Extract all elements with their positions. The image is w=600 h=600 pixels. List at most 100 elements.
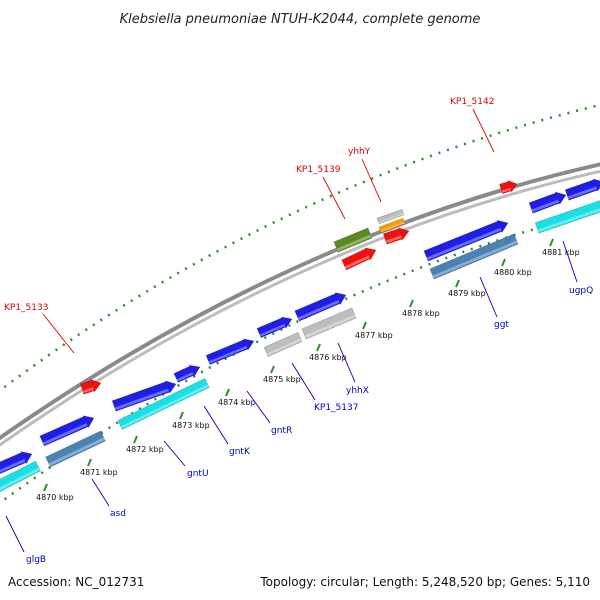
- topology-text: Topology: circular; Length: 5,248,520 bp…: [259, 575, 590, 589]
- tick-mark: [225, 388, 230, 397]
- tick-label: 4874 kbp: [218, 398, 256, 407]
- gene-arrow[interactable]: [564, 178, 600, 201]
- gene-arrow[interactable]: [534, 200, 600, 234]
- tick-label: 4879 kbp: [448, 289, 486, 298]
- gene-highlight: [304, 314, 356, 339]
- gene-arrow[interactable]: [378, 217, 406, 234]
- gene-arrow[interactable]: [263, 332, 303, 357]
- tick-mark: [43, 483, 48, 492]
- gene-arrow[interactable]: [256, 316, 293, 338]
- gene-highlight: [432, 240, 518, 279]
- gene-label[interactable]: KP1_5142: [450, 97, 494, 107]
- gene-arrow[interactable]: [376, 208, 405, 225]
- gene-arrow[interactable]: [111, 380, 177, 412]
- gene-arrow[interactable]: [382, 227, 410, 245]
- tick-mark: [549, 238, 554, 247]
- gene-highlight: [42, 423, 88, 446]
- tick-mark: [133, 435, 138, 444]
- label-leader-line: [361, 158, 382, 203]
- gene-highlight: [567, 186, 597, 200]
- gene-arrow[interactable]: [45, 430, 106, 468]
- gene-arrow[interactable]: [333, 227, 373, 253]
- gene-arrow[interactable]: [423, 219, 509, 262]
- gene-highlight: [385, 235, 402, 244]
- gene-label[interactable]: gntU: [187, 469, 209, 479]
- gene-label[interactable]: KP1_5133: [4, 303, 48, 313]
- gene-labels: KP1_5133 KP1_5139 yhhY KP1_5142 glgB asd gntU g…: [4, 97, 593, 565]
- tick-mark: [455, 279, 460, 288]
- tick-mark: [362, 321, 367, 330]
- gene-highlight: [344, 255, 370, 269]
- gene-arrow[interactable]: [429, 233, 519, 280]
- label-leader-line: [337, 342, 356, 383]
- tick-label: 4880 kbp: [494, 268, 532, 277]
- gene-label[interactable]: KP1_5137: [314, 403, 358, 413]
- gene-arrow[interactable]: [294, 292, 347, 322]
- tick-label: 4881 kbp: [542, 248, 580, 257]
- tick-mark: [409, 299, 414, 308]
- tick-label: 4871 kbp: [80, 468, 118, 477]
- gene-highlight: [0, 467, 41, 491]
- tick-label: 4876 kbp: [309, 353, 347, 362]
- label-leader-line: [562, 240, 578, 283]
- tick-label: 4878 kbp: [402, 309, 440, 318]
- kbp-ticks: 4870 kbp 4871 kbp 4872 kbp 4873 kbp 4874 kbp…: [36, 238, 580, 502]
- gene-highlight: [259, 323, 286, 337]
- gene-arrow[interactable]: [0, 460, 41, 493]
- label-leader-line: [91, 478, 110, 507]
- gene-arrow[interactable]: [39, 415, 95, 447]
- gene-label[interactable]: KP1_5139: [296, 165, 341, 175]
- tick-mark: [316, 343, 321, 352]
- gene-highlight: [501, 187, 511, 193]
- label-leader-line: [472, 108, 495, 153]
- gene-highlight: [114, 388, 169, 411]
- gene-highlight: [297, 300, 340, 321]
- gene-arrow[interactable]: [341, 247, 377, 271]
- tick-mark: [87, 458, 92, 467]
- label-leader-line: [5, 515, 25, 553]
- gene-highlight: [336, 234, 372, 252]
- gene-highlight: [48, 437, 105, 466]
- gene-label[interactable]: asd: [110, 509, 126, 519]
- gene-highlight: [378, 212, 404, 224]
- gene-highlight: [208, 345, 248, 364]
- tick-label: 4875 kbp: [263, 375, 301, 384]
- gene-arrow[interactable]: [528, 191, 567, 214]
- gene-label[interactable]: ggt: [494, 320, 509, 330]
- gene-label[interactable]: gntK: [229, 447, 251, 457]
- tick-label: 4872 kbp: [126, 445, 164, 454]
- gene-highlight: [531, 199, 560, 213]
- gene-arrow[interactable]: [301, 307, 357, 340]
- map-title: Klebsiella pneumoniae NTUH-K2044, comple…: [120, 12, 481, 27]
- gene-arrow[interactable]: [0, 451, 33, 475]
- gene-arrow[interactable]: [499, 179, 518, 195]
- gene-arrow[interactable]: [205, 338, 255, 365]
- gene-highlight: [537, 208, 600, 233]
- gene-features: [0, 178, 600, 493]
- accession-text: Accession: NC_012731: [8, 575, 144, 589]
- tick-mark: [501, 258, 506, 267]
- outer-dotted-track: [0, 103, 600, 393]
- gene-arrow[interactable]: [79, 379, 102, 395]
- gene-highlight: [82, 387, 94, 394]
- gene-arrow[interactable]: [173, 364, 201, 383]
- gene-label[interactable]: gntR: [271, 426, 292, 436]
- gene-label[interactable]: yhhX: [346, 386, 369, 396]
- gene-highlight: [176, 372, 194, 382]
- tick-mark: [179, 411, 184, 420]
- gene-highlight: [266, 338, 302, 356]
- label-leader-line: [479, 276, 498, 318]
- backbone-inner: [0, 169, 600, 447]
- genome-backbone: [0, 162, 600, 447]
- label-leader-line: [246, 390, 271, 424]
- gene-label[interactable]: yhhY: [348, 147, 371, 157]
- tick-mark: [270, 365, 275, 374]
- tick-label: 4873 kbp: [172, 421, 210, 430]
- gene-label[interactable]: ugpQ: [569, 286, 593, 296]
- backbone-outer: [0, 162, 600, 441]
- gene-arrow[interactable]: [117, 378, 210, 430]
- gene-label[interactable]: glgB: [26, 555, 46, 565]
- gene-highlight: [120, 384, 209, 429]
